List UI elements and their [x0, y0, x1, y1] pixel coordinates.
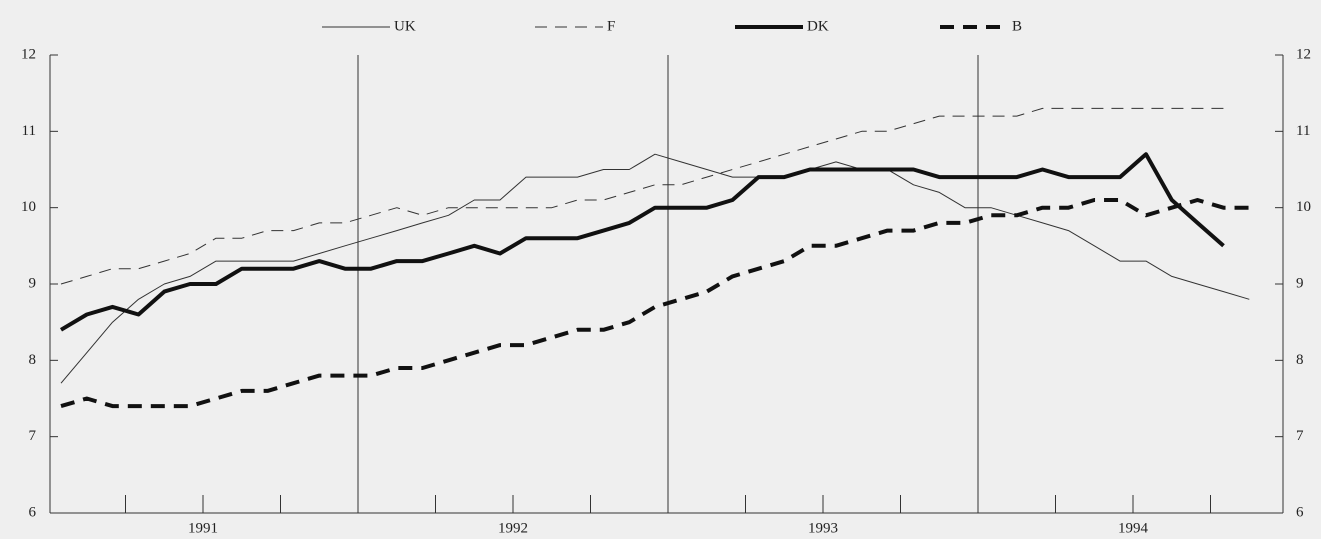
- y2-tick-label: 10: [1296, 199, 1311, 215]
- y-tick-label: 11: [22, 123, 36, 139]
- x-tick-label: 1993: [808, 520, 838, 536]
- y2-tick-label: 8: [1296, 352, 1304, 368]
- series-line: [59, 152, 1225, 332]
- legend-label: DK: [807, 18, 829, 34]
- y-tick-label: 7: [29, 428, 37, 444]
- y-tick-label: 6: [29, 504, 37, 520]
- y-tick-label: 10: [21, 199, 36, 215]
- y-tick-label: 8: [29, 352, 37, 368]
- y-tick-label: 12: [21, 46, 36, 62]
- series-line: [60, 153, 1250, 384]
- y2-tick-label: 12: [1296, 46, 1311, 62]
- y2-tick-label: 11: [1296, 123, 1310, 139]
- y2-tick-label: 9: [1296, 275, 1304, 291]
- y-tick-label: 9: [29, 275, 37, 291]
- y2-tick-label: 7: [1296, 428, 1304, 444]
- legend-label: F: [607, 18, 615, 34]
- series-line: [60, 198, 1250, 409]
- legend-label: UK: [394, 18, 416, 34]
- series-line: [60, 107, 1224, 285]
- x-tick-label: 1994: [1118, 520, 1149, 536]
- x-tick-label: 1991: [188, 520, 218, 536]
- legend-label: B: [1012, 18, 1022, 34]
- x-tick-label: 1992: [498, 520, 528, 536]
- y2-tick-label: 6: [1296, 504, 1304, 520]
